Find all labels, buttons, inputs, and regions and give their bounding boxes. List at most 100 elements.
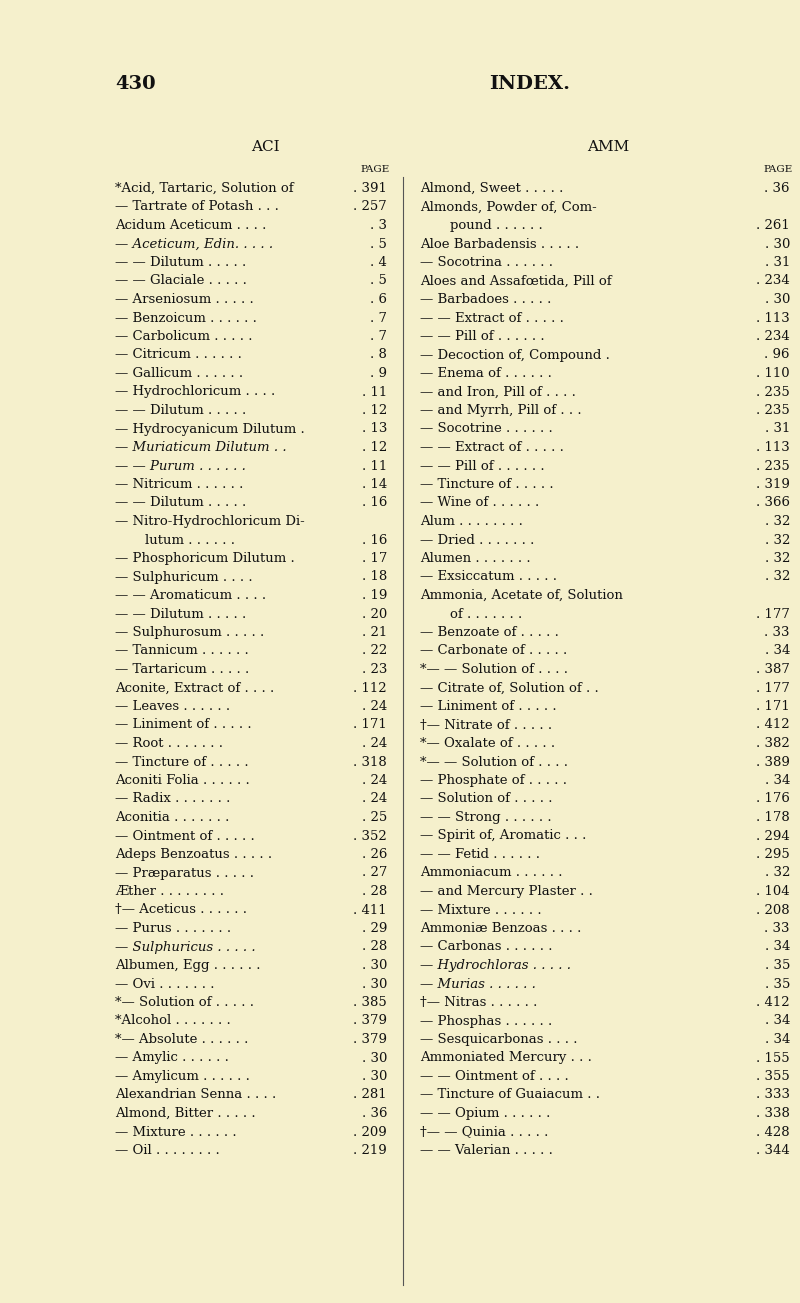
Text: — Carbonas . . . . . .: — Carbonas . . . . . . (420, 941, 553, 954)
Text: . 389: . 389 (756, 756, 790, 769)
Text: INDEX.: INDEX. (490, 76, 570, 93)
Text: *Alcohol . . . . . . .: *Alcohol . . . . . . . (115, 1015, 230, 1028)
Text: — Phosphas . . . . . .: — Phosphas . . . . . . (420, 1015, 552, 1028)
Text: — — Pill of . . . . . .: — — Pill of . . . . . . (420, 330, 545, 343)
Text: . 178: . 178 (756, 810, 790, 823)
Text: . 36: . 36 (362, 1108, 387, 1121)
Text: †— Nitrate of . . . . .: †— Nitrate of . . . . . (420, 718, 552, 731)
Text: . 155: . 155 (756, 1052, 790, 1065)
Text: . 5: . 5 (370, 275, 387, 288)
Text: . 34: . 34 (765, 1015, 790, 1028)
Text: — Carbonate of . . . . .: — Carbonate of . . . . . (420, 645, 567, 658)
Text: — Carbolicum . . . . .: — Carbolicum . . . . . (115, 330, 253, 343)
Text: . 112: . 112 (354, 681, 387, 694)
Text: . 171: . 171 (756, 700, 790, 713)
Text: — Ovi . . . . . . .: — Ovi . . . . . . . (115, 977, 214, 990)
Text: . 338: . 338 (756, 1108, 790, 1121)
Text: — and Iron, Pill of . . . .: — and Iron, Pill of . . . . (420, 386, 576, 399)
Text: — Socotrina . . . . . .: — Socotrina . . . . . . (420, 255, 553, 268)
Text: . 29: . 29 (362, 923, 387, 936)
Text: — Liniment of . . . . .: — Liniment of . . . . . (420, 700, 557, 713)
Text: — — Fetid . . . . . .: — — Fetid . . . . . . (420, 848, 540, 861)
Text: . 30: . 30 (362, 959, 387, 972)
Text: — Exsiccatum . . . . .: — Exsiccatum . . . . . (420, 571, 557, 584)
Text: — and Mercury Plaster . .: — and Mercury Plaster . . (420, 885, 593, 898)
Text: — Tincture of . . . . .: — Tincture of . . . . . (115, 756, 249, 769)
Text: . 412: . 412 (756, 718, 790, 731)
Text: . 12: . 12 (362, 404, 387, 417)
Text: *— — Solution of . . . .: *— — Solution of . . . . (420, 756, 568, 769)
Text: — — Dilutum . . . . .: — — Dilutum . . . . . (115, 496, 246, 509)
Text: — Socotrine . . . . . .: — Socotrine . . . . . . (420, 422, 553, 435)
Text: — Wine of . . . . . .: — Wine of . . . . . . (420, 496, 539, 509)
Text: . 12: . 12 (362, 440, 387, 453)
Text: . 4: . 4 (370, 255, 387, 268)
Text: PAGE: PAGE (361, 165, 390, 175)
Text: Adeps Benzoatus . . . . .: Adeps Benzoatus . . . . . (115, 848, 272, 861)
Text: — Dried . . . . . . .: — Dried . . . . . . . (420, 533, 534, 546)
Text: . 24: . 24 (362, 792, 387, 805)
Text: — Citrate of, Solution of . .: — Citrate of, Solution of . . (420, 681, 598, 694)
Text: . 32: . 32 (765, 866, 790, 880)
Text: . 333: . 333 (756, 1088, 790, 1101)
Text: . 235: . 235 (756, 386, 790, 399)
Text: . 281: . 281 (354, 1088, 387, 1101)
Text: . 234: . 234 (756, 275, 790, 288)
Text: Almond, Bitter . . . . .: Almond, Bitter . . . . . (115, 1108, 256, 1121)
Text: . 382: . 382 (756, 737, 790, 751)
Text: Alum . . . . . . . .: Alum . . . . . . . . (420, 515, 523, 528)
Text: lutum . . . . . .: lutum . . . . . . (145, 533, 235, 546)
Text: . 18: . 18 (362, 571, 387, 584)
Text: — — Valerian . . . . .: — — Valerian . . . . . (420, 1144, 553, 1157)
Text: . 35: . 35 (765, 977, 790, 990)
Text: . 104: . 104 (756, 885, 790, 898)
Text: . 171: . 171 (354, 718, 387, 731)
Text: . 24: . 24 (362, 774, 387, 787)
Text: — Spirit of, Aromatic . . .: — Spirit of, Aromatic . . . (420, 830, 586, 843)
Text: *— — Solution of . . . .: *— — Solution of . . . . (420, 663, 568, 676)
Text: . 11: . 11 (362, 386, 387, 399)
Text: — Sulphuricum . . . .: — Sulphuricum . . . . (115, 571, 253, 584)
Text: . 412: . 412 (756, 995, 790, 1009)
Text: Aconitia . . . . . . .: Aconitia . . . . . . . (115, 810, 230, 823)
Text: . 352: . 352 (354, 830, 387, 843)
Text: . 8: . 8 (370, 348, 387, 361)
Text: — Benzoate of . . . . .: — Benzoate of . . . . . (420, 625, 559, 638)
Text: — Nitro-Hydrochloricum Di-: — Nitro-Hydrochloricum Di- (115, 515, 305, 528)
Text: . 411: . 411 (354, 903, 387, 916)
Text: . 391: . 391 (353, 182, 387, 195)
Text: . 36: . 36 (765, 182, 790, 195)
Text: Aloes and Assafœtida, Pill of: Aloes and Assafœtida, Pill of (420, 275, 612, 288)
Text: . 344: . 344 (756, 1144, 790, 1157)
Text: . 387: . 387 (756, 663, 790, 676)
Text: . 30: . 30 (765, 237, 790, 250)
Text: Ammoniæ Benzoas . . . .: Ammoniæ Benzoas . . . . (420, 923, 582, 936)
Text: . 32: . 32 (765, 571, 790, 584)
Text: — Root . . . . . . .: — Root . . . . . . . (115, 737, 223, 751)
Text: . 19: . 19 (362, 589, 387, 602)
Text: — — Purum . . . . . .: — — Purum . . . . . . (115, 460, 246, 473)
Text: . 7: . 7 (370, 330, 387, 343)
Text: . 219: . 219 (354, 1144, 387, 1157)
Text: *— Absolute . . . . . .: *— Absolute . . . . . . (115, 1033, 248, 1046)
Text: . 22: . 22 (362, 645, 387, 658)
Text: — — Pill of . . . . . .: — — Pill of . . . . . . (420, 460, 545, 473)
Text: . 6: . 6 (370, 293, 387, 306)
Text: . 27: . 27 (362, 866, 387, 880)
Text: — Leaves . . . . . .: — Leaves . . . . . . (115, 700, 230, 713)
Text: Alexandrian Senna . . . .: Alexandrian Senna . . . . (115, 1088, 276, 1101)
Text: . 30: . 30 (362, 1070, 387, 1083)
Text: — Tincture of Guaiacum . .: — Tincture of Guaiacum . . (420, 1088, 600, 1101)
Text: — Nitricum . . . . . .: — Nitricum . . . . . . (115, 478, 243, 491)
Text: †— — Quinia . . . . .: †— — Quinia . . . . . (420, 1126, 548, 1139)
Text: — — Extract of . . . . .: — — Extract of . . . . . (420, 440, 564, 453)
Text: PAGE: PAGE (764, 165, 793, 175)
Text: . 96: . 96 (765, 348, 790, 361)
Text: ACI: ACI (250, 139, 279, 154)
Text: — — Strong . . . . . .: — — Strong . . . . . . (420, 810, 552, 823)
Text: — — Glaciale . . . . .: — — Glaciale . . . . . (115, 275, 247, 288)
Text: — Barbadoes . . . . .: — Barbadoes . . . . . (420, 293, 551, 306)
Text: — Aceticum, Edin. . . . .: — Aceticum, Edin. . . . . (115, 237, 273, 250)
Text: — — Ointment of . . . .: — — Ointment of . . . . (420, 1070, 569, 1083)
Text: . 17: . 17 (362, 552, 387, 566)
